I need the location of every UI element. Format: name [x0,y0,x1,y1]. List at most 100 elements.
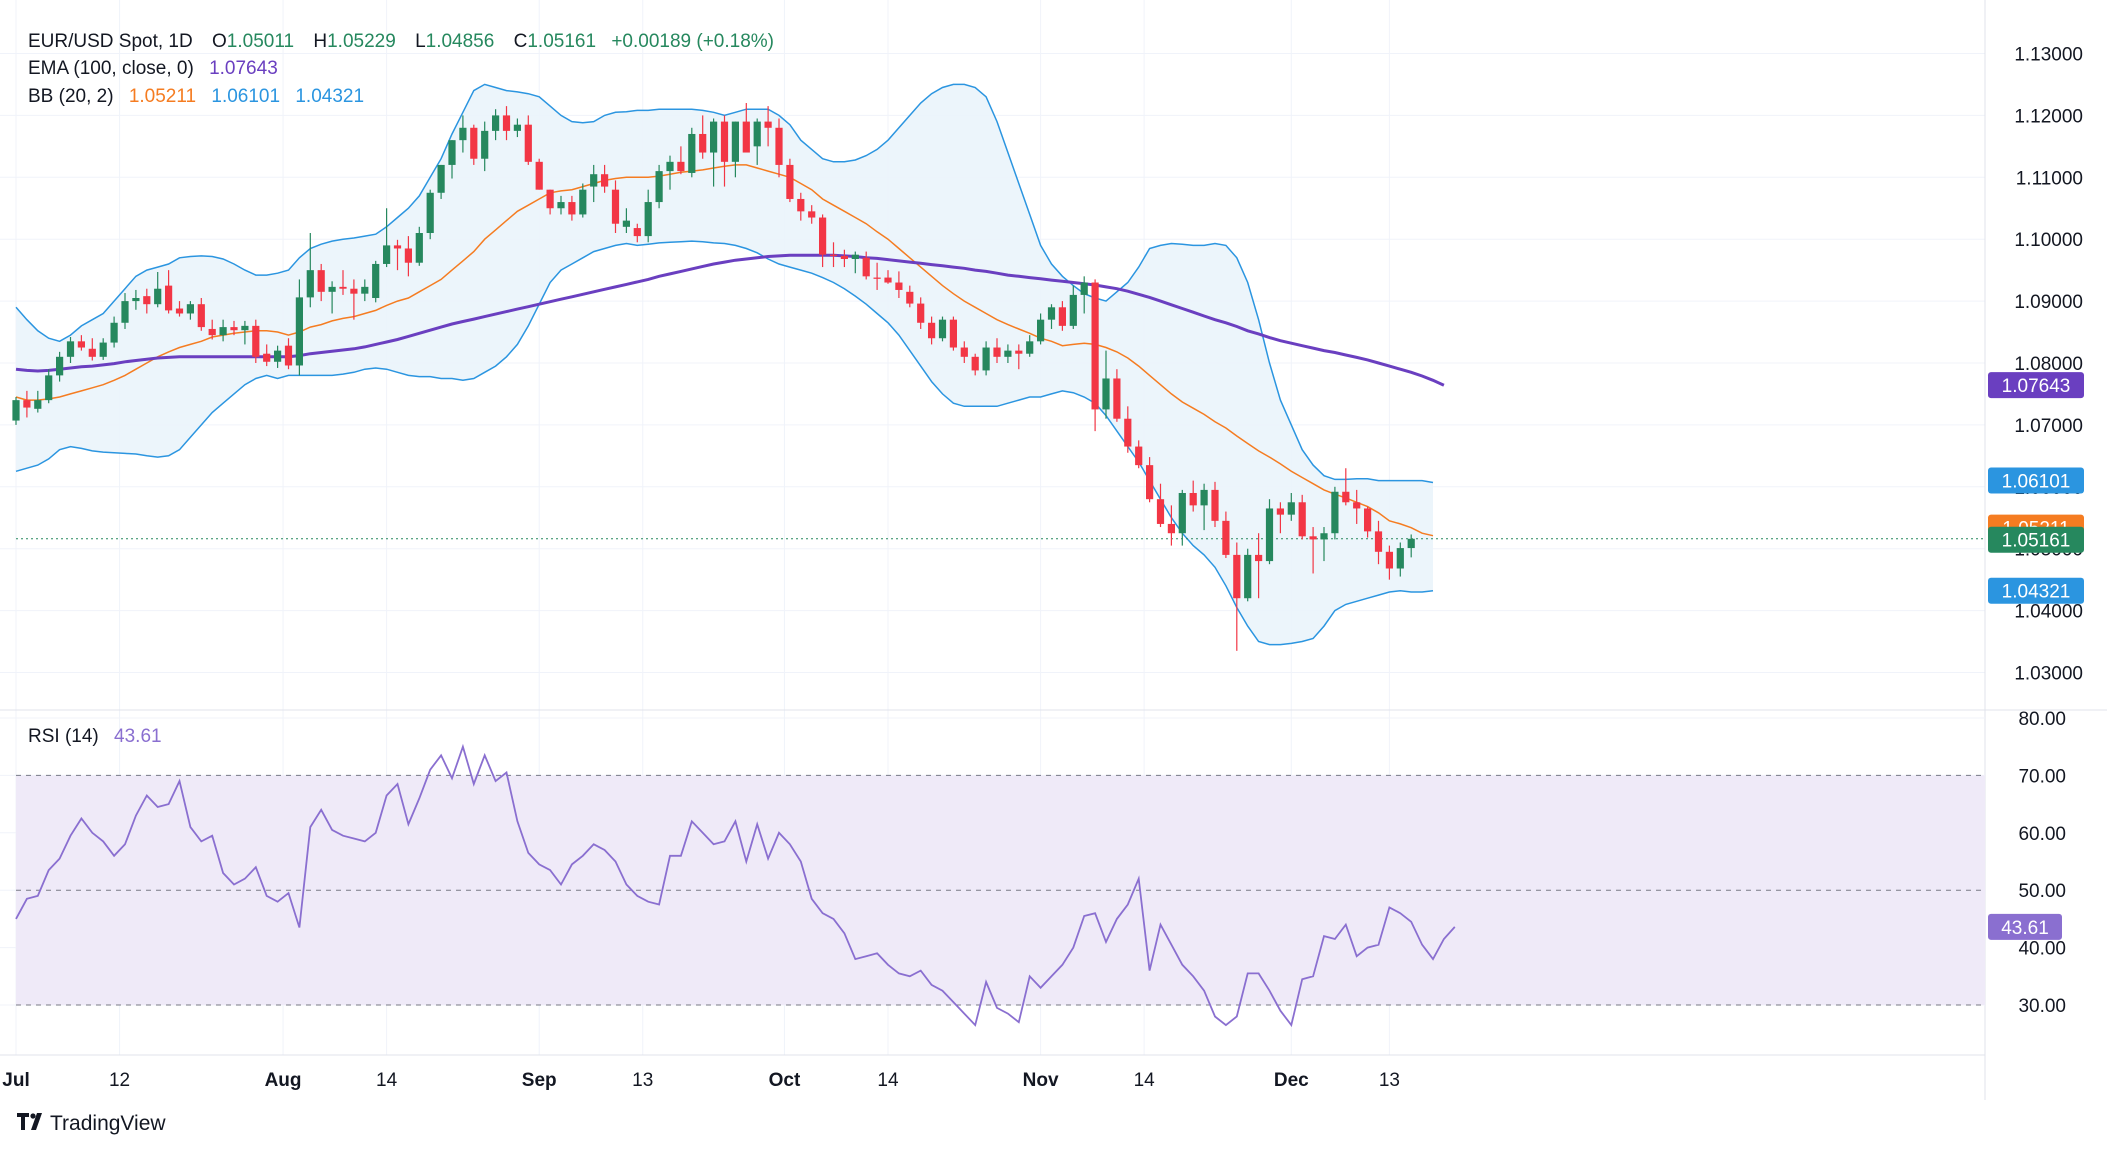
rsi-axis[interactable]: 80.00 70.00 60.00 50.00 40.00 30.00 [2018,709,2066,1017]
legend-row-bb[interactable]: BB (20, 2) 1.05211 1.06101 1.04321 [28,86,364,107]
candle [1353,489,1361,524]
rsi-axis-label: 43.61 [1988,913,2062,940]
candle [339,270,347,295]
change-value: +0.00189 (+0.18%) [611,31,774,52]
candle [579,183,587,218]
candle [928,316,936,345]
time-tick-label: Aug [265,1070,302,1091]
price-axis[interactable]: 1.13000 1.12000 1.11000 1.10000 1.09000 1.080… [2014,45,2083,685]
candle [110,316,118,348]
tradingview-logo[interactable]: TradingView [17,1112,166,1135]
price-label-text: 1.05161 [2002,531,2071,552]
candle [1331,486,1339,540]
rsi-label: RSI (14) [28,726,99,747]
time-tick-label: Nov [1023,1070,1059,1091]
candle [154,272,162,308]
candle [1200,483,1208,531]
legend-row-rsi[interactable]: RSI (14) 43.61 [28,726,162,747]
rsi-value-tag-text: 43.61 [2001,918,2049,939]
ema-label: EMA (100, close, 0) [28,58,194,79]
candle [1298,494,1306,540]
price-tick-label: 1.13000 [2014,45,2083,66]
candle [34,390,42,413]
candle [1047,304,1056,329]
candle [1320,527,1328,562]
candle [165,270,173,314]
price-tick-label: 1.08000 [2014,354,2083,375]
time-tick-label: 14 [376,1070,398,1091]
candle [873,262,881,290]
bb-mid-value: 1.05211 [129,86,196,107]
candle [764,106,772,147]
candle [459,115,467,153]
candle [666,155,674,190]
candle [1091,279,1099,432]
rsi-tick-label: 40.00 [2018,939,2066,960]
rsi-line [15,743,1456,1028]
candle [524,115,532,165]
candle [742,103,750,153]
candle [1146,457,1154,503]
legend-row-symbol: EUR/USD Spot, 1D O1.05011 H1.05229 L1.04… [28,31,774,52]
candle [12,397,20,425]
price-label-tag: 1.04321 [1988,577,2084,604]
candle [481,121,489,172]
candle [971,353,979,376]
candle [546,189,554,215]
candle [1342,468,1350,506]
high-label: H [313,31,327,52]
price-label-text: 1.07643 [2002,376,2071,397]
open-label: O [212,31,227,52]
candle [470,124,478,165]
candle [1233,542,1241,651]
candle [404,236,412,277]
candle [1026,335,1034,357]
high-value: 1.05229 [327,31,396,52]
rsi-pane[interactable] [0,717,1985,1028]
candle [633,223,641,243]
time-tick-label: 13 [1379,1070,1400,1091]
candle [710,118,718,187]
candle [590,164,598,203]
price-label-tag: 1.05161 [1988,526,2084,553]
candle [1255,533,1263,599]
candle [851,251,859,274]
bb-label: BB (20, 2) [28,86,114,107]
candle [829,242,838,268]
time-axis[interactable]: Jul 12 Aug 14 Sep 13 Oct 14 Nov 14 Dec 13 [2,1070,1400,1091]
time-tick-label: 14 [1134,1070,1156,1091]
legend-row-ema[interactable]: EMA (100, close, 0) 1.07643 [28,58,278,79]
candle [786,158,794,203]
candle [502,106,511,141]
candle [917,297,925,329]
candle [1156,483,1165,528]
candle [677,146,685,175]
candle [88,338,96,361]
candle [143,288,151,314]
candle [731,121,739,178]
candle [317,263,325,302]
low-label: L [415,31,426,52]
price-tick-label: 1.07000 [2014,416,2083,437]
symbol-title[interactable]: EUR/USD Spot, 1D [28,31,193,52]
candle [77,335,85,351]
candle [644,189,652,243]
candle [383,208,391,268]
bollinger-lower-line [15,240,1434,646]
candle [1124,406,1132,453]
candle [328,281,336,314]
candle [263,344,271,367]
candle [1080,276,1088,314]
price-tick-label: 1.04000 [2014,602,2083,623]
time-tick-label: Sep [522,1070,557,1091]
time-tick-label: Dec [1274,1070,1309,1091]
candle [993,338,1001,363]
candle [720,115,729,187]
low-value: 1.04856 [426,31,495,52]
candle [884,270,892,284]
price-label-tag: 1.06101 [1988,467,2084,494]
candle [230,320,238,336]
candle [611,180,620,234]
